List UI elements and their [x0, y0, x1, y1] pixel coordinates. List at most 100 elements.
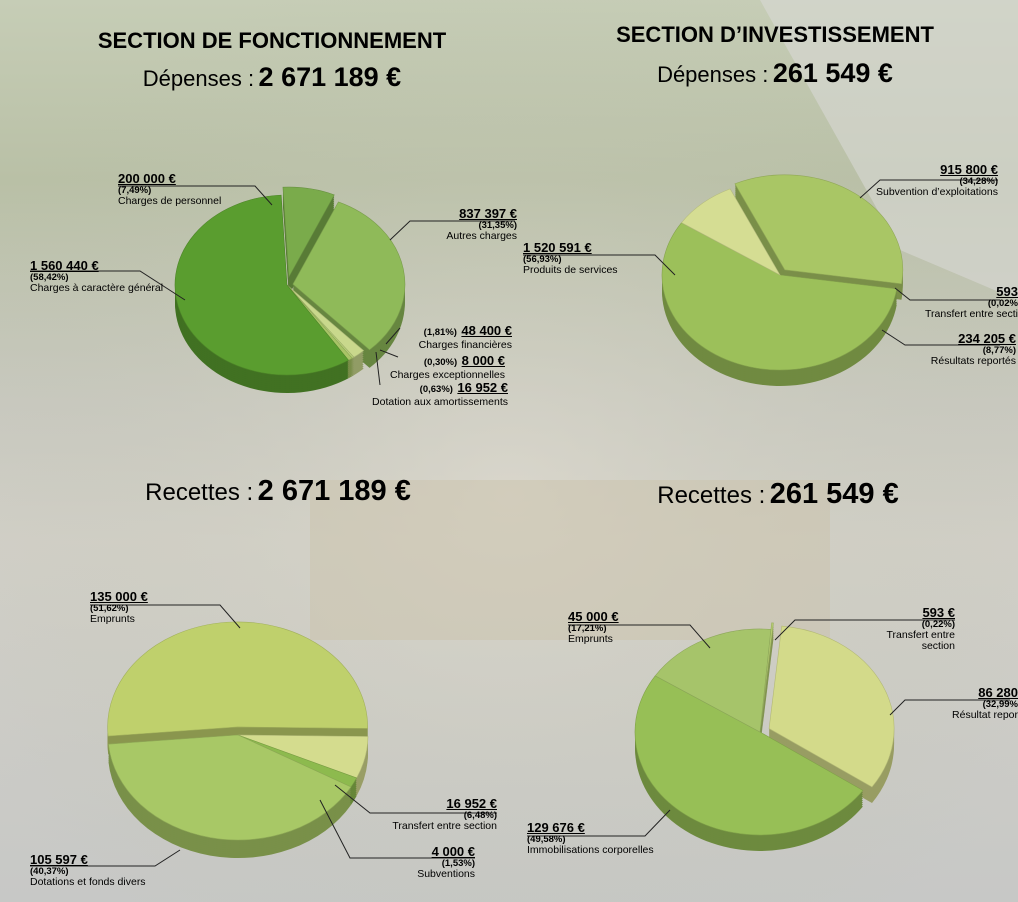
percent-label: (56,93%) — [523, 253, 562, 265]
section-title: SECTION D’INVESTISSEMENT — [616, 22, 934, 47]
slice — [107, 621, 368, 737]
title-label: Recettes : — [657, 482, 765, 509]
percent-label: (17,21%) — [568, 622, 607, 634]
percent-label: (7,49%) — [118, 184, 152, 196]
leader-line — [568, 624, 711, 649]
leader-line — [375, 351, 381, 386]
leader-line — [389, 220, 515, 241]
value-label: 86 280 — [978, 685, 1018, 700]
category-label: Immobilisations corporelles — [527, 843, 654, 856]
percent-label: (1,53%) — [441, 857, 475, 869]
slice — [292, 201, 406, 351]
slice — [654, 628, 772, 733]
category-label: Produits de services — [523, 263, 618, 276]
slice-label: 593 (0,02% Transfert entre secti — [925, 285, 1018, 320]
title-total: 261 549 € — [773, 58, 893, 88]
category-label: Charges exceptionnelles — [390, 368, 505, 381]
percent-label: (49,58%) — [527, 833, 566, 845]
leader-line — [889, 699, 1010, 716]
title-total: 2 671 189 € — [258, 475, 411, 507]
category-label: Dotations et fonds divers — [30, 875, 146, 888]
slice-label: 234 205 € (8,77%) Résultats reportés — [931, 332, 1016, 367]
leader-line — [894, 287, 1000, 301]
value-label: 8 000 € — [461, 353, 505, 368]
slice-label: 105 597 € (40,37%) Dotations et fonds dive… — [30, 853, 146, 888]
slice-side — [760, 638, 774, 742]
slice-side — [760, 634, 774, 738]
percent-label: (0,22%) — [921, 618, 955, 630]
leader-line — [385, 327, 401, 345]
slice-label: 135 000 € (51,62%) Emprunts — [90, 590, 148, 625]
percent-label: (8,77%) — [982, 344, 1016, 356]
slice-label: 45 000 € (17,21%) Emprunts — [568, 610, 619, 645]
label-row: (1,81%) 48 400 € — [419, 323, 512, 340]
section-title: SECTION DE FONCTIONNEMENT — [98, 28, 447, 53]
leader-line — [379, 349, 399, 358]
value-label: 16 952 € — [457, 380, 508, 395]
pie — [174, 186, 406, 394]
slice — [108, 734, 352, 841]
slice-side — [760, 628, 774, 732]
slice-label: 4 000 € (1,53%) Subventions — [417, 845, 475, 880]
value-label: 1 560 440 € — [30, 258, 99, 273]
value-label: 135 000 € — [90, 589, 148, 604]
slice-label: 200 000 € (7,49%) Charges de personnel — [118, 172, 221, 207]
slice-label: (0,63%) 16 952 € Dotation aux amortisseme… — [372, 380, 508, 408]
slice-label: 593 € (0,22%) Transfert entre section — [855, 606, 955, 652]
slice — [681, 188, 781, 276]
pie — [634, 622, 895, 852]
value-label: 593 € — [922, 605, 955, 620]
value-label: 4 000 € — [431, 844, 475, 859]
percent-label: (58,42%) — [30, 271, 69, 283]
label-row: (0,63%) 16 952 € — [372, 380, 508, 397]
category-label: Emprunts — [568, 632, 613, 645]
leader-line — [881, 329, 1000, 346]
slice-label: 837 397 € (31,35%) Autres charges — [446, 207, 517, 242]
title-label: Recettes : — [145, 479, 253, 506]
leader-line — [859, 179, 998, 199]
slice — [634, 675, 864, 836]
percent-label: (6,48%) — [463, 809, 497, 821]
percent-label: (0,02% — [987, 297, 1018, 309]
value-label: 16 952 € — [446, 796, 497, 811]
category-label: Transfert entre section — [886, 628, 955, 652]
category-label: Charges de personnel — [118, 194, 222, 207]
value-label: 200 000 € — [118, 171, 176, 186]
slice — [661, 222, 898, 371]
category-label: Transfert entre secti — [925, 307, 1018, 320]
percent-label: (32,99% — [982, 698, 1018, 710]
slice-side — [760, 630, 774, 734]
percent-label: (0,30%) — [423, 357, 458, 368]
leader-line — [319, 799, 475, 859]
slice-label: 129 676 € (49,58%) Immobilisations corpore… — [527, 821, 654, 856]
slice-label: 1 560 440 € (58,42%) Charges à caractère g… — [30, 259, 163, 294]
category-label: Transfert entre section — [392, 819, 497, 832]
leader-line — [334, 784, 497, 814]
chart-title: Dépenses : 261 549 € — [657, 58, 893, 88]
category-label: Subventions — [417, 867, 475, 880]
slice-label: 1 520 591 € (56,93%) Produits de services — [523, 241, 618, 276]
category-label: Résultats reportés — [930, 354, 1016, 367]
title-label: Dépenses : — [143, 66, 254, 91]
value-label: 593 — [996, 284, 1018, 299]
slice-label: 915 800 € (34,28%) Subvention d’exploitati… — [876, 163, 998, 198]
leader-line — [527, 809, 671, 837]
leader-line — [774, 619, 955, 641]
slice-label: 86 280 (32,99% Résultat repor — [952, 686, 1018, 721]
slice — [734, 174, 904, 285]
background-slope — [760, 0, 1018, 300]
slice-side — [760, 626, 774, 730]
category-label: Dotation aux amortissements — [372, 395, 508, 408]
percent-label: (0,63%) — [419, 384, 453, 395]
slice-label: 16 952 € (6,48%) Transfert entre section — [392, 797, 497, 832]
chart-title: Dépenses : 2 671 189 € — [143, 62, 401, 92]
value-label: 837 397 € — [459, 206, 517, 221]
title-label: Dépenses : — [657, 62, 768, 87]
pie — [107, 621, 369, 858]
value-label: 45 000 € — [568, 609, 619, 624]
value-label: 1 520 591 € — [523, 240, 592, 255]
percent-label: (31,35%) — [478, 219, 517, 231]
title-total: 261 549 € — [770, 478, 899, 510]
leader-line — [30, 849, 181, 867]
pie — [661, 174, 904, 386]
